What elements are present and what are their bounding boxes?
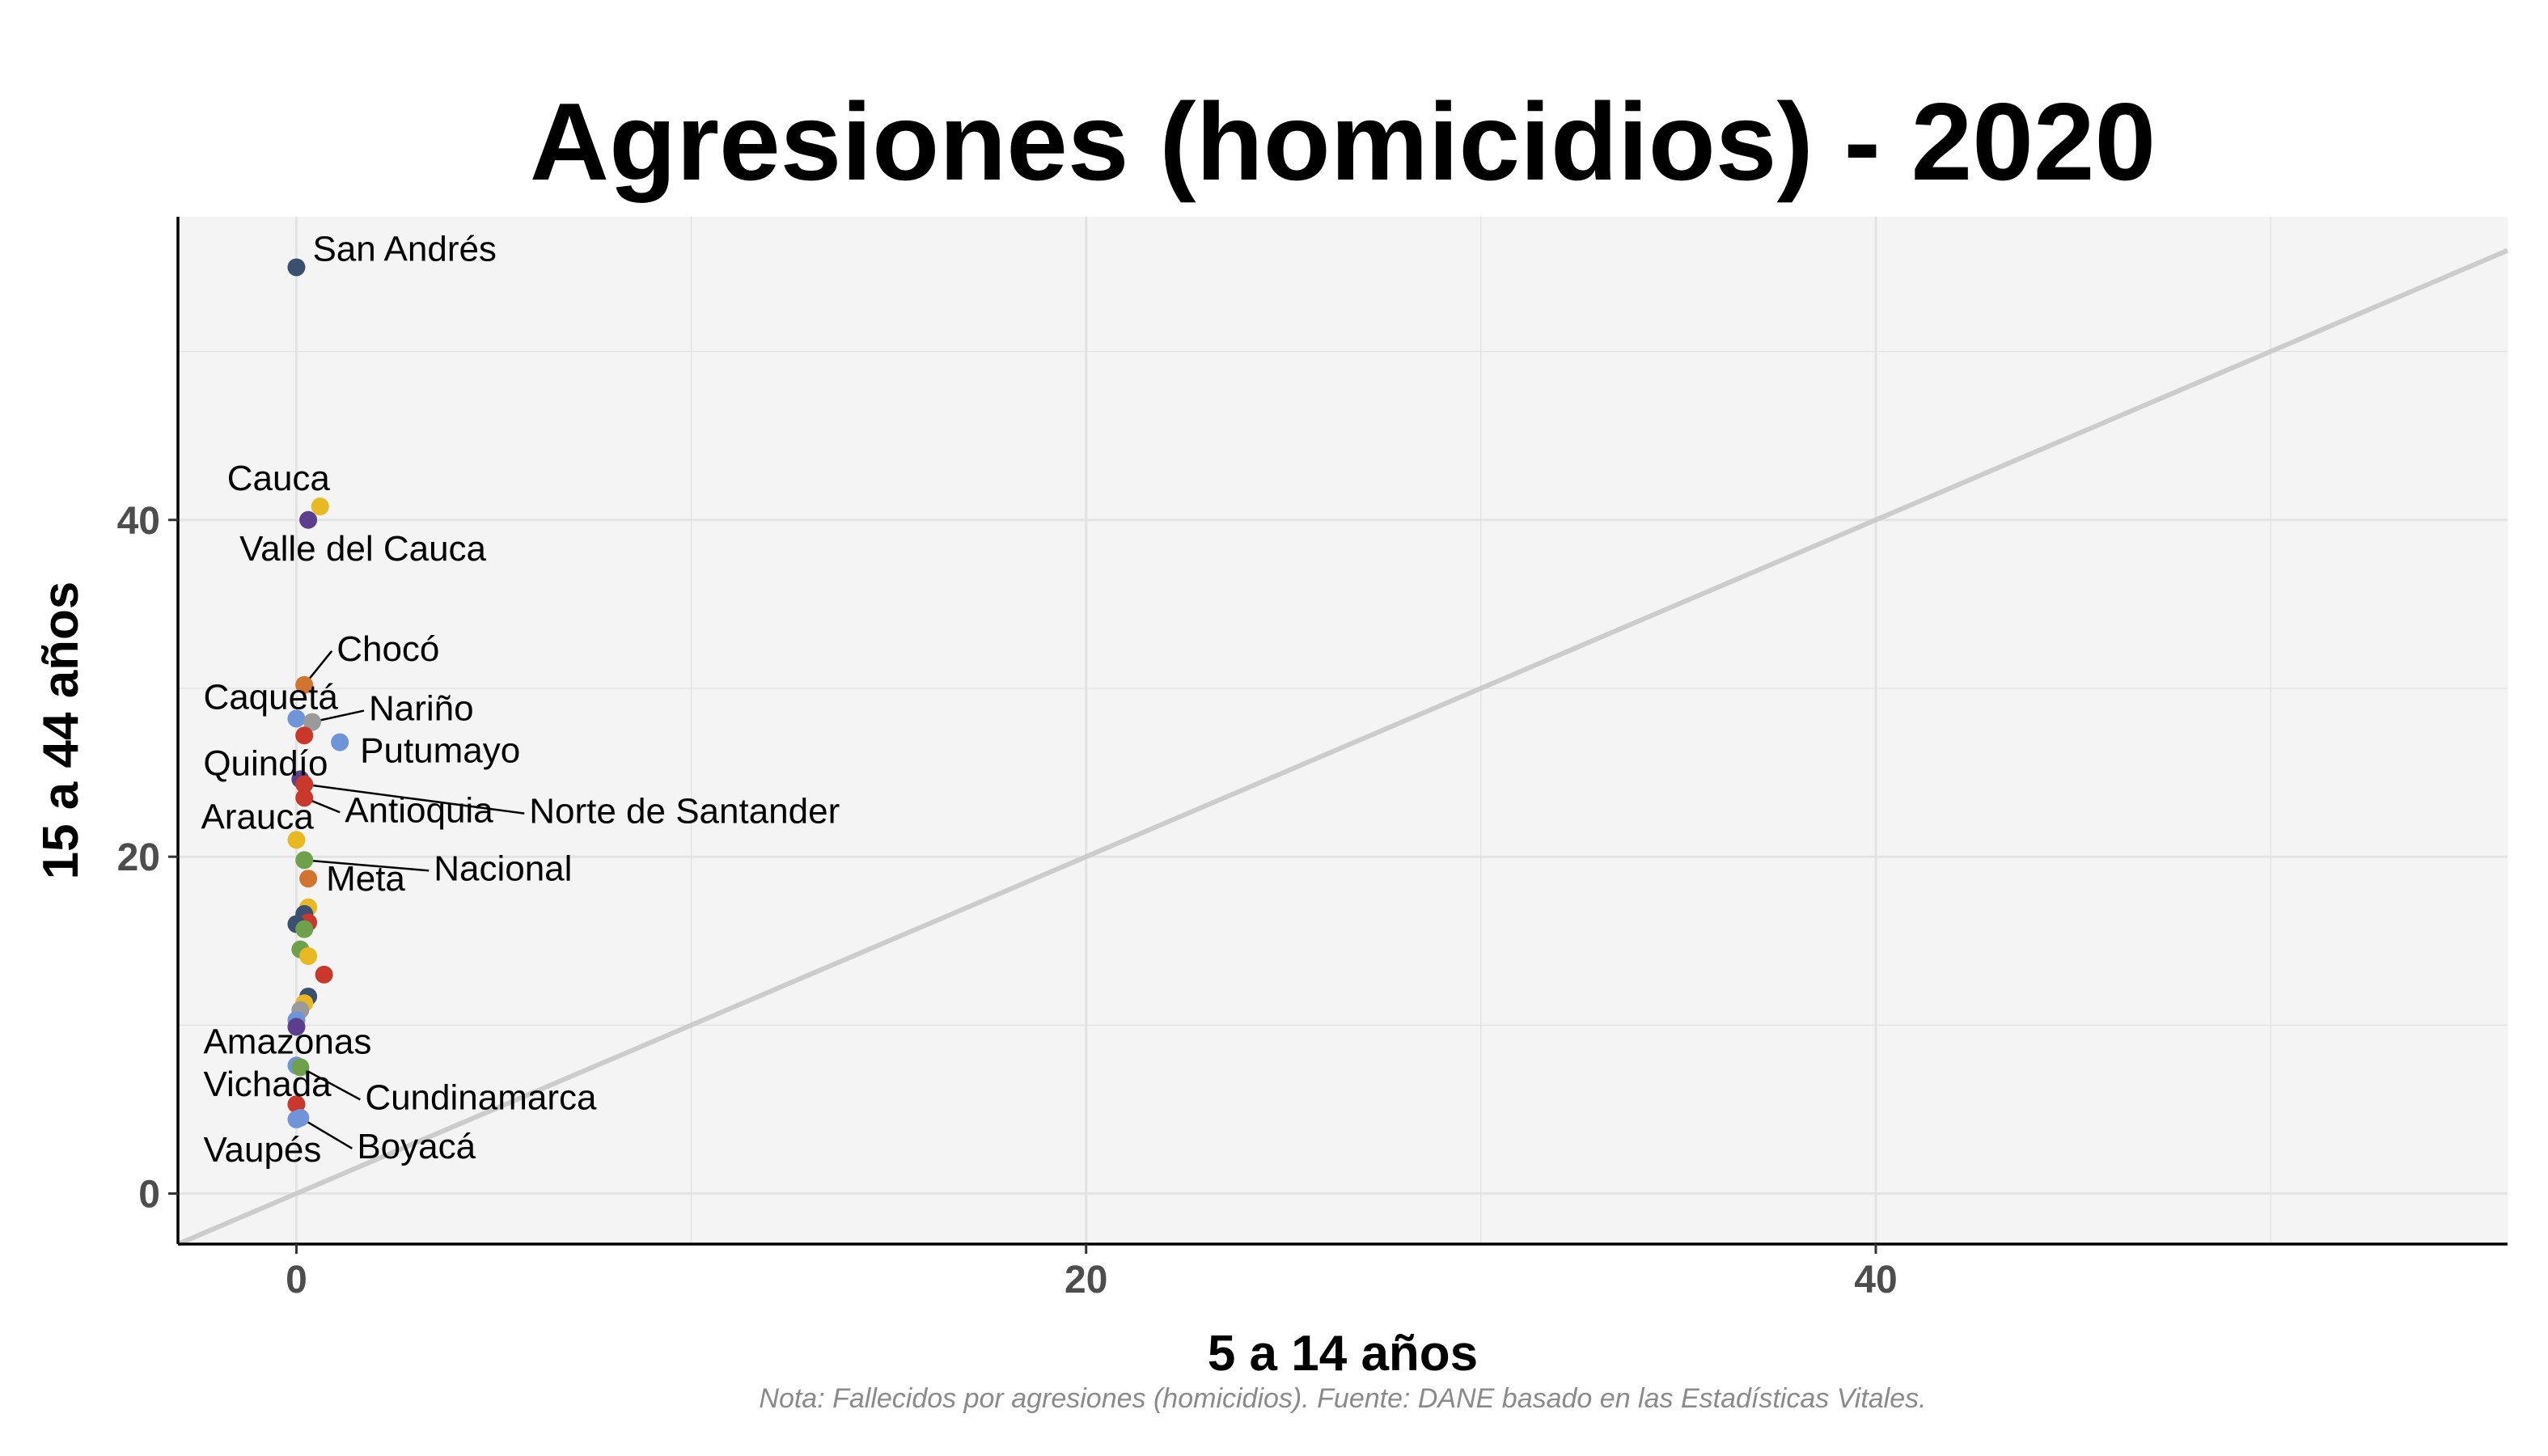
point-label: Boyacá bbox=[357, 1127, 476, 1166]
data-point bbox=[299, 946, 318, 965]
x-tick-label: 0 bbox=[286, 1259, 307, 1302]
label-leader-line bbox=[304, 783, 525, 815]
data-point bbox=[299, 510, 318, 529]
point-label: Vaupés bbox=[203, 1130, 321, 1170]
label-leader-line bbox=[299, 1066, 361, 1101]
data-point bbox=[295, 726, 314, 745]
point-label: San Andrés bbox=[312, 229, 497, 269]
data-points bbox=[287, 258, 349, 1128]
point-label: Arauca bbox=[201, 797, 314, 836]
identity-reference-line bbox=[176, 248, 2509, 1246]
point-label: Amazonas bbox=[203, 1022, 371, 1061]
data-point bbox=[287, 1095, 306, 1114]
y-tick-label: 20 bbox=[117, 836, 160, 879]
data-point bbox=[287, 1018, 306, 1036]
data-point bbox=[295, 775, 314, 794]
x-tick-label: 20 bbox=[1064, 1259, 1107, 1302]
label-leader-line bbox=[304, 859, 430, 872]
label-leader-lines bbox=[299, 650, 525, 1149]
point-labels: San Andrés Cauca Valle del Cauca Chocó Caque… bbox=[201, 229, 840, 1169]
point-label: Norte de Santander bbox=[529, 792, 840, 832]
x-tick-label: 40 bbox=[1854, 1259, 1897, 1302]
point-label: Nacional bbox=[434, 849, 572, 888]
data-point bbox=[287, 709, 306, 728]
y-axis-title: 15 a 44 años bbox=[33, 582, 89, 880]
data-point bbox=[303, 713, 321, 731]
data-point bbox=[315, 965, 333, 984]
data-point bbox=[291, 1058, 310, 1077]
data-point bbox=[287, 258, 306, 277]
point-label: Antioquia bbox=[345, 790, 493, 830]
label-leader-line bbox=[299, 1116, 353, 1149]
chart-title: Agresiones (homicidios) - 2020 bbox=[530, 80, 2156, 203]
x-axis-title: 5 a 14 años bbox=[1208, 1326, 1478, 1382]
point-label: Nariño bbox=[369, 689, 474, 729]
point-label: Quindío bbox=[203, 743, 328, 783]
data-point bbox=[295, 851, 314, 870]
point-label: Valle del Cauca bbox=[239, 529, 486, 569]
data-point bbox=[311, 497, 329, 516]
point-label: Caquetá bbox=[203, 677, 338, 717]
data-point bbox=[295, 920, 314, 938]
data-point bbox=[295, 675, 314, 694]
plot-panel bbox=[178, 217, 2508, 1244]
data-point bbox=[299, 870, 318, 888]
data-point bbox=[287, 831, 306, 849]
y-tick-label: 0 bbox=[138, 1174, 160, 1217]
point-label: Putumayo bbox=[360, 731, 520, 771]
y-tick-label: 40 bbox=[117, 500, 160, 543]
point-label: Chocó bbox=[336, 629, 439, 669]
point-label: Meta bbox=[326, 859, 405, 899]
data-point bbox=[295, 789, 314, 807]
data-point bbox=[331, 733, 349, 751]
axis-ticks: 0 20 40 0 20 40 bbox=[117, 500, 1898, 1302]
data-point bbox=[287, 1110, 306, 1128]
point-label: Vichada bbox=[203, 1064, 332, 1104]
point-label: Cundinamarca bbox=[365, 1077, 597, 1117]
chart-caption: Nota: Fallecidos por agresiones (homicid… bbox=[759, 1383, 1926, 1414]
grid-lines bbox=[178, 217, 2508, 1244]
point-label: Cauca bbox=[227, 459, 331, 498]
